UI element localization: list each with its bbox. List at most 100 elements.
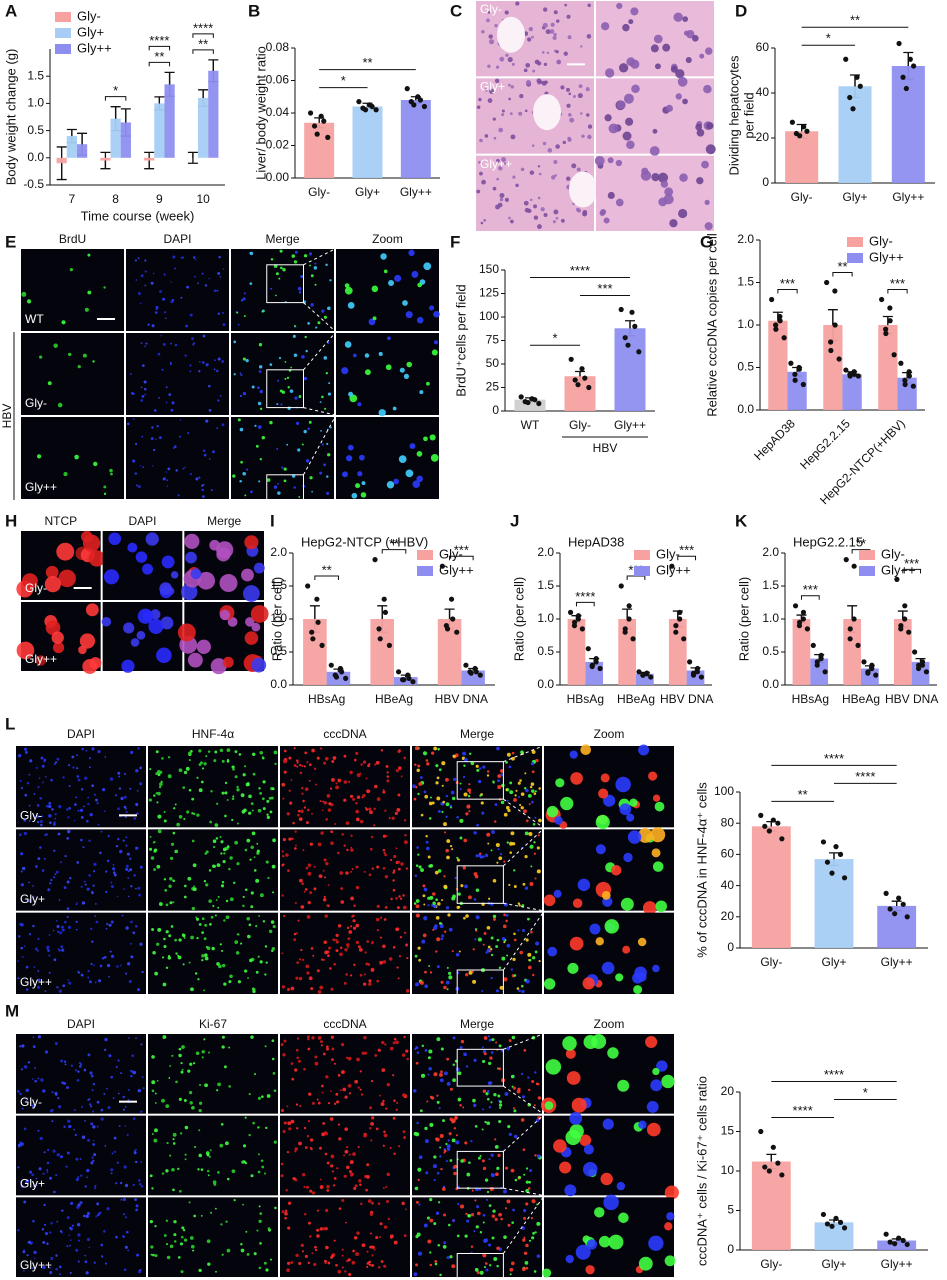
cell — [210, 790, 213, 793]
cell — [566, 87, 570, 92]
cell — [482, 1166, 487, 1171]
cell — [310, 303, 314, 307]
cell — [341, 1199, 345, 1202]
cell — [307, 863, 312, 867]
cell — [163, 878, 167, 881]
cell — [170, 408, 174, 412]
cell — [426, 846, 430, 851]
x-tick-label: Gly++ — [881, 1257, 913, 1271]
cell — [414, 874, 418, 878]
cell — [47, 1148, 50, 1151]
cell — [404, 834, 407, 837]
cell — [386, 779, 390, 783]
cell — [205, 419, 209, 423]
cell — [476, 823, 479, 827]
cell — [436, 796, 441, 801]
cell — [45, 620, 61, 636]
cell — [26, 1254, 29, 1257]
cell — [85, 1214, 89, 1218]
significance-label: ** — [389, 536, 399, 551]
data-point — [832, 288, 838, 294]
cell — [204, 953, 208, 958]
cell — [309, 1189, 313, 1193]
cell — [195, 917, 200, 921]
data-point — [883, 326, 889, 332]
cell — [416, 1200, 419, 1204]
cell — [163, 945, 167, 949]
cell — [32, 1045, 36, 1049]
cell — [212, 904, 215, 908]
cell — [352, 919, 356, 923]
cell — [310, 947, 314, 950]
cell — [161, 757, 164, 760]
cell — [468, 1161, 471, 1164]
cell — [290, 986, 295, 991]
cell — [503, 1189, 507, 1194]
data-point — [903, 85, 909, 92]
cell — [20, 870, 23, 873]
cell — [495, 842, 500, 848]
cell — [78, 1061, 82, 1065]
legend-swatch — [55, 28, 71, 38]
cell — [191, 337, 194, 340]
cell — [106, 859, 110, 863]
cell — [66, 1216, 70, 1220]
cell — [428, 817, 432, 820]
cell — [262, 807, 266, 811]
cell — [393, 478, 399, 485]
cell — [396, 860, 401, 864]
cell — [506, 752, 511, 757]
bar — [823, 325, 843, 410]
cell — [429, 1198, 433, 1202]
cell — [349, 794, 354, 798]
cell — [283, 467, 287, 471]
cell — [301, 764, 304, 768]
column-label: DAPI — [67, 727, 95, 741]
cell — [290, 1062, 294, 1065]
column-label: Merge — [265, 232, 299, 246]
cell — [583, 1144, 594, 1155]
cell — [311, 748, 315, 753]
cell — [412, 784, 417, 789]
cell — [600, 1172, 613, 1186]
cell — [323, 801, 328, 805]
significance-label: **** — [193, 20, 213, 35]
cell — [157, 814, 162, 819]
cell — [294, 1147, 299, 1151]
cell — [187, 432, 190, 434]
cell — [457, 1071, 462, 1076]
micrograph-tile — [412, 746, 542, 828]
cell — [305, 1185, 309, 1189]
cell — [244, 494, 247, 497]
cell — [509, 851, 513, 854]
cell — [545, 1059, 562, 1075]
cell — [49, 882, 52, 885]
cell — [456, 816, 459, 819]
cell — [201, 272, 204, 275]
cell — [437, 869, 442, 873]
micrograph-tile — [126, 249, 229, 331]
cell — [536, 846, 540, 850]
cell — [229, 856, 233, 860]
cell — [553, 889, 562, 898]
data-point — [887, 305, 893, 311]
cell — [228, 980, 232, 984]
cell — [100, 1108, 104, 1112]
cell — [233, 373, 236, 376]
cell — [49, 1231, 52, 1234]
cell — [87, 802, 90, 806]
cell — [63, 920, 67, 924]
cell — [482, 1089, 487, 1093]
data-point — [832, 322, 838, 328]
cell — [28, 773, 31, 776]
data-point — [770, 817, 776, 823]
cell — [247, 934, 251, 939]
cell — [536, 1154, 541, 1159]
cell — [109, 950, 112, 953]
cell — [368, 873, 372, 877]
cell — [427, 896, 431, 900]
cell — [209, 923, 212, 926]
cell — [275, 294, 277, 297]
row-label: Gly- — [25, 581, 47, 595]
cell — [484, 88, 488, 92]
